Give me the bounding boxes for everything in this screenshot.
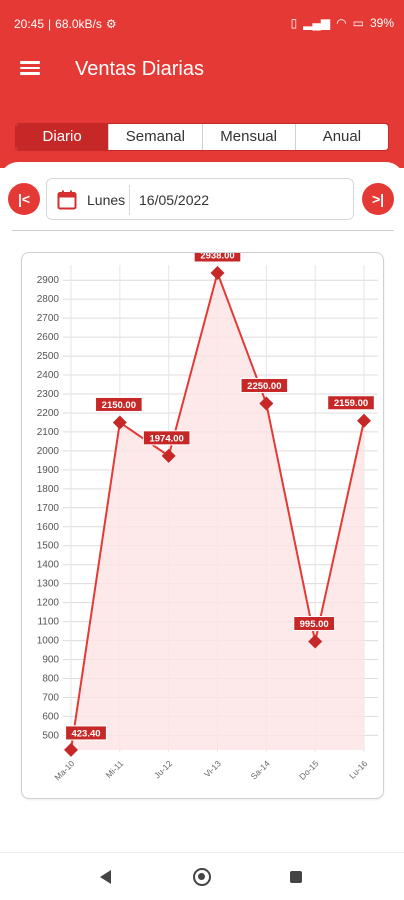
area-fill	[71, 273, 364, 750]
tab-mensual[interactable]: Mensual	[201, 124, 295, 150]
data-label: 2150.00	[102, 400, 136, 411]
y-tick-label: 1600	[37, 522, 60, 533]
sales-chart: 500 600 700 800 900 1000 1100 1200 1300 1400 1500 1…	[37, 253, 378, 782]
data-point	[64, 742, 78, 757]
tab-anual[interactable]: Anual	[294, 124, 388, 150]
data-label: 1974.00	[149, 433, 183, 444]
x-tick-label: Mi-11	[104, 758, 126, 780]
x-tick-label: Ju-12	[152, 758, 174, 780]
y-tick-label: 1000	[37, 636, 60, 647]
y-tick-label: 1500	[37, 541, 60, 552]
tab-bar: Diario Semanal Mensual Anual	[0, 96, 404, 168]
skip-previous-icon: |<	[17, 191, 31, 207]
data-label-box	[240, 377, 289, 393]
status-network-speed: 68.0kB/s	[55, 17, 102, 31]
y-tick-label: 1900	[37, 465, 60, 476]
data-label-box	[95, 396, 143, 412]
page-title: Ventas Diarias	[75, 58, 204, 80]
y-tick-label: 900	[42, 655, 59, 666]
signal-icon: ▂▄▆	[303, 16, 331, 30]
system-nav-bar	[0, 852, 404, 900]
data-label-box	[293, 616, 336, 632]
data-point	[210, 266, 225, 280]
date-selector[interactable]: Lunes 16/05/2022	[46, 178, 354, 220]
data-label: 2938.00	[200, 253, 234, 262]
y-tick-label: 1800	[37, 484, 60, 495]
y-tick-label: 2300	[37, 389, 60, 400]
data-label: 995.00	[300, 619, 329, 630]
calendar-icon	[57, 190, 77, 210]
app-bar: Ventas Diarias	[0, 46, 404, 96]
previous-date-button[interactable]: |<	[8, 183, 40, 215]
x-tick-label: Ma-10	[52, 758, 76, 782]
y-tick-label: 1100	[37, 617, 59, 628]
data-point	[308, 634, 323, 649]
y-tick-label: 2100	[37, 427, 60, 438]
menu-icon[interactable]	[18, 58, 42, 82]
x-tick-label: Sa-14	[249, 758, 272, 781]
skip-next-icon: >|	[371, 191, 385, 207]
y-tick-label: 2000	[37, 446, 60, 457]
data-label: 2250.00	[247, 381, 281, 392]
x-tick-label: Vi-13	[202, 758, 223, 779]
data-label: 423.40	[71, 728, 100, 739]
y-tick-label: 2600	[37, 332, 60, 343]
y-tick-label: 1300	[37, 579, 60, 590]
next-date-button[interactable]: >|	[362, 183, 394, 215]
data-label-box	[142, 430, 191, 446]
battery-percent: 39%	[369, 16, 394, 30]
day-label: Lunes	[87, 192, 126, 208]
status-separator: |	[48, 17, 52, 31]
notification-icon: ▯	[290, 16, 298, 30]
data-label-box	[327, 395, 375, 411]
x-tick-label: Lu-16	[347, 758, 370, 781]
y-tick-label: 1200	[37, 598, 60, 609]
status-time: 20:45	[14, 17, 45, 31]
y-tick-label: 800	[42, 673, 59, 684]
y-tick-label: 700	[42, 692, 59, 703]
data-point	[259, 396, 274, 411]
recent-apps-icon[interactable]	[290, 871, 302, 883]
x-tick-label: Do-15	[297, 758, 321, 782]
y-tick-label: 1400	[37, 560, 60, 571]
settings-icon: ⚙	[105, 17, 117, 31]
data-label-box	[65, 725, 107, 741]
y-tick-label: 2400	[37, 370, 60, 381]
wifi-icon: ◠	[336, 16, 347, 30]
y-tick-label: 2800	[37, 294, 60, 305]
period-selector: Diario Semanal Mensual Anual	[15, 123, 389, 151]
y-tick-label: 2200	[37, 408, 60, 419]
home-icon[interactable]	[193, 868, 211, 886]
data-label: 2159.00	[334, 398, 368, 409]
data-point	[357, 413, 371, 428]
tab-diario[interactable]: Diario	[16, 124, 109, 150]
date-value: 16/05/2022	[139, 192, 210, 208]
data-point	[112, 415, 127, 430]
data-point	[161, 448, 176, 463]
tab-semanal[interactable]: Semanal	[108, 124, 201, 150]
y-tick-label: 2700	[37, 313, 60, 324]
y-tick-label: 1700	[37, 503, 60, 514]
date-divider	[129, 185, 130, 215]
status-bar: 20:45 | 68.0kB/s ⚙ ▯ ▂▄▆ ◠ ▭ 39%	[0, 0, 404, 46]
divider	[12, 230, 394, 231]
chart-card: 500 600 700 800 900 1000 1100 1200 1300 1400 1500 1…	[21, 252, 384, 799]
y-tick-label: 600	[42, 711, 59, 722]
back-icon[interactable]	[100, 870, 111, 884]
battery-icon: ▭	[352, 16, 364, 30]
y-tick-label: 500	[42, 730, 59, 741]
y-tick-label: 2900	[37, 275, 60, 286]
data-label-box	[193, 253, 242, 263]
y-tick-label: 2500	[37, 351, 60, 362]
